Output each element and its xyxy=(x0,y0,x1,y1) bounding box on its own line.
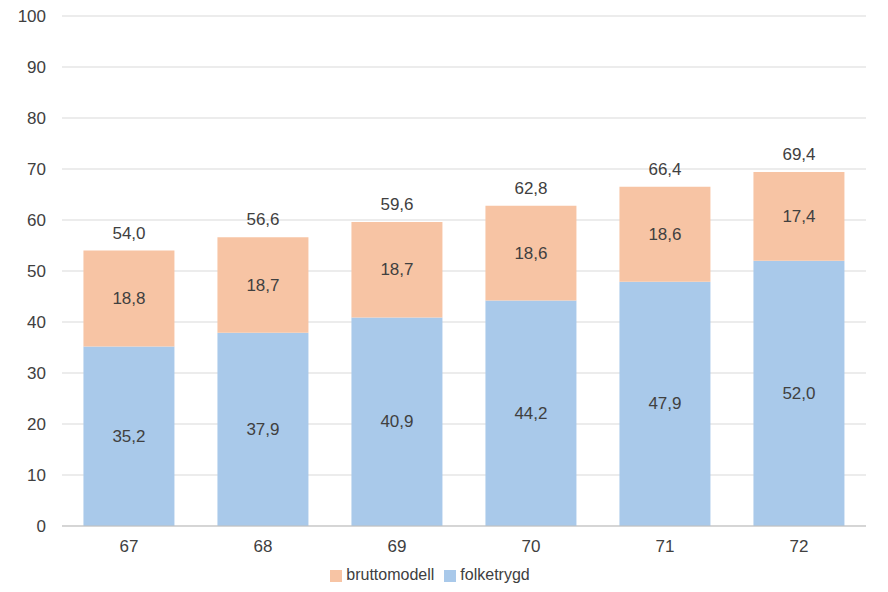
svg-text:0: 0 xyxy=(37,517,46,536)
svg-text:44,2: 44,2 xyxy=(514,404,547,423)
svg-text:52,0: 52,0 xyxy=(782,384,815,403)
svg-text:71: 71 xyxy=(656,537,675,556)
svg-text:66,4: 66,4 xyxy=(648,160,681,179)
svg-text:70: 70 xyxy=(27,160,46,179)
svg-text:72: 72 xyxy=(790,537,809,556)
svg-text:20: 20 xyxy=(27,415,46,434)
svg-text:37,9: 37,9 xyxy=(246,420,279,439)
svg-text:54,0: 54,0 xyxy=(112,224,145,243)
svg-text:90: 90 xyxy=(27,58,46,77)
html-text:folketrygd: folketrygd xyxy=(460,566,530,583)
svg-text:68: 68 xyxy=(254,537,273,556)
svg-text:35,2: 35,2 xyxy=(112,427,145,446)
svg-text:47,9: 47,9 xyxy=(648,394,681,413)
svg-text:40: 40 xyxy=(27,313,46,332)
svg-text:70: 70 xyxy=(522,537,541,556)
svg-text:17,4: 17,4 xyxy=(782,207,815,226)
svg-text:18,8: 18,8 xyxy=(112,289,145,308)
svg-text:18,7: 18,7 xyxy=(380,260,413,279)
svg-text:40,9: 40,9 xyxy=(380,412,413,431)
svg-text:18,6: 18,6 xyxy=(514,244,547,263)
svg-text:80: 80 xyxy=(27,109,46,128)
svg-text:18,6: 18,6 xyxy=(648,225,681,244)
svg-text:69,4: 69,4 xyxy=(782,145,815,164)
svg-text:69: 69 xyxy=(388,537,407,556)
svg-text:18,7: 18,7 xyxy=(246,276,279,295)
svg-text:62,8: 62,8 xyxy=(514,179,547,198)
svg-text:59,6: 59,6 xyxy=(380,195,413,214)
svg-text:60: 60 xyxy=(27,211,46,230)
svg-text:10: 10 xyxy=(27,466,46,485)
svg-text:100: 100 xyxy=(18,7,46,26)
html-text:bruttomodell: bruttomodell xyxy=(346,566,435,583)
svg-text:30: 30 xyxy=(27,364,46,383)
svg-text:50: 50 xyxy=(27,262,46,281)
svg-text:67: 67 xyxy=(120,537,139,556)
svg-text:56,6: 56,6 xyxy=(246,210,279,229)
